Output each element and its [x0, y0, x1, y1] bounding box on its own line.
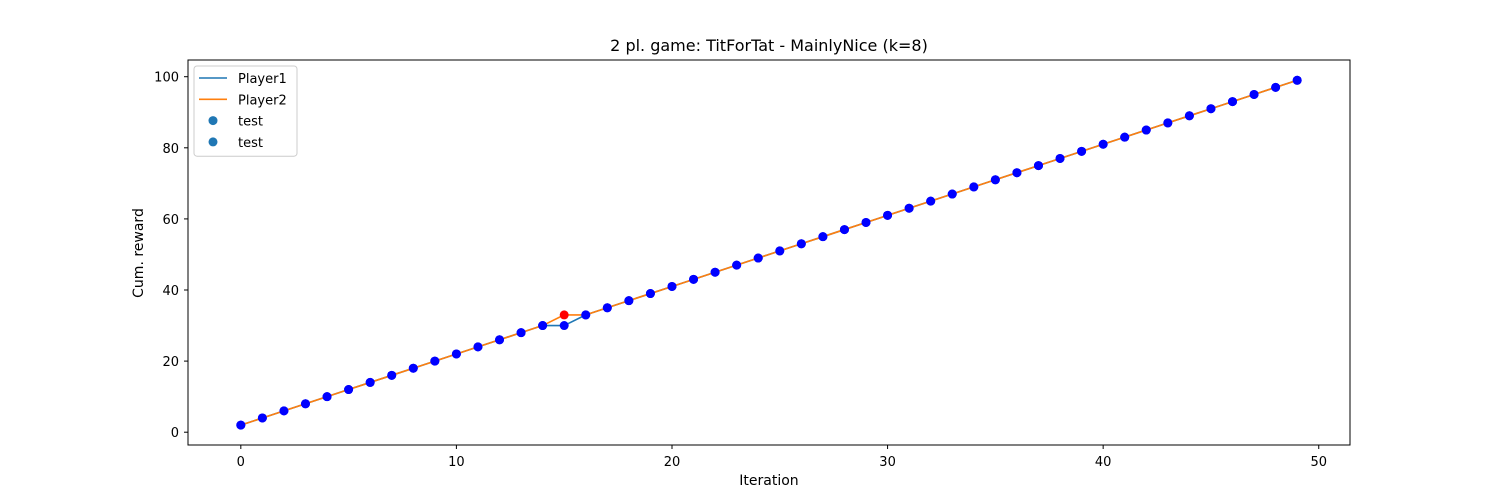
scatter-point-2-4 [322, 392, 332, 402]
scatter-point-2-11 [473, 342, 483, 352]
scatter-point-2-40 [1098, 139, 1108, 149]
scatter-point-2-31 [904, 203, 914, 213]
scatter-point-2-37 [1033, 161, 1043, 171]
legend-box [193, 65, 298, 157]
scatter-point-2-19 [645, 289, 655, 299]
scatter-point-2-6 [365, 377, 375, 387]
scatter-point-2-43 [1163, 118, 1173, 128]
legend-swatch-3 [208, 116, 218, 126]
scatter-point-2-16 [581, 310, 591, 320]
x-tick-label-50: 50 [1310, 455, 1327, 470]
scatter-point-2-0 [236, 420, 246, 430]
scatter-point-2-35 [990, 175, 1000, 185]
scatter-point-2-28 [839, 225, 849, 235]
scatter-point-2-8 [408, 363, 418, 373]
scatter-point-2-23 [732, 260, 742, 270]
scatter-point-2-45 [1206, 104, 1216, 114]
legend: Player1 Player2 test test [193, 65, 298, 157]
scatter-point-2-18 [624, 296, 634, 306]
scatter-point-2-10 [451, 349, 461, 359]
scatter-point-2-24 [753, 253, 763, 263]
scatter-point-2-7 [387, 370, 397, 380]
x-tick-label-0: 0 [237, 455, 245, 470]
scatter-point-2-29 [861, 217, 871, 227]
legend-label-2: Player2 [238, 93, 287, 108]
scatter-point-2-22 [710, 267, 720, 277]
x-tick-label-10: 10 [448, 455, 465, 470]
y-tick-label-20: 20 [162, 355, 179, 370]
legend-label-3: test [238, 115, 263, 130]
scatter-point-2-39 [1077, 146, 1087, 156]
scatter-point-2-46 [1228, 97, 1238, 107]
axes-frame [187, 59, 1351, 446]
scatter-point-2-44 [1184, 111, 1194, 121]
scatter-point-2-17 [602, 303, 612, 313]
scatter-point-2-38 [1055, 153, 1065, 163]
legend-label-4: test [238, 136, 263, 151]
scatter-point-2-2 [279, 406, 289, 416]
scatter-point-2-30 [883, 210, 893, 220]
scatter-point-2-34 [969, 182, 979, 192]
scatter-point-2-15 [559, 310, 569, 320]
scatter-point-2-21 [689, 274, 699, 284]
scatter-point-2-49 [1292, 75, 1302, 85]
scatter-point-2-42 [1141, 125, 1151, 135]
scatter-point-2-3 [300, 399, 310, 409]
chart-title: 2 pl. game: TitForTat - MainlyNice (k=8) [610, 36, 928, 55]
legend-swatch-4 [208, 137, 218, 147]
x-tick-label-20: 20 [664, 455, 681, 470]
plot-area: 0 10 20 30 40 50 0 20 40 60 80 100 [154, 59, 1351, 470]
legend-label-1: Player1 [238, 72, 287, 87]
y-tick-label-0: 0 [171, 426, 179, 441]
scatter-point-2-26 [796, 239, 806, 249]
scatter-point-2-32 [926, 196, 936, 206]
scatter-point-2-1 [257, 413, 267, 423]
scatter-point-2-5 [344, 385, 354, 395]
scatter-point-2-48 [1271, 82, 1281, 92]
scatter-point-2-41 [1120, 132, 1130, 142]
scatter-point-1-15 [559, 321, 569, 331]
x-tick-label-40: 40 [1095, 455, 1112, 470]
x-axis-label: Iteration [739, 473, 798, 489]
y-tick-label-80: 80 [162, 142, 179, 157]
y-tick-label-40: 40 [162, 284, 179, 299]
scatter-point-2-14 [538, 321, 548, 331]
y-tick-label-100: 100 [154, 71, 179, 86]
scatter-point-2-27 [818, 232, 828, 242]
scatter-point-2-47 [1249, 89, 1259, 99]
scatter-point-2-9 [430, 356, 440, 366]
scatter-point-2-33 [947, 189, 957, 199]
scatter-point-2-25 [775, 246, 785, 256]
x-tick-label-30: 30 [879, 455, 896, 470]
y-axis-label: Cum. reward [131, 208, 147, 298]
y-tick-label-60: 60 [162, 213, 179, 228]
scatter-point-2-20 [667, 281, 677, 291]
scatter-point-2-13 [516, 328, 526, 338]
scatter-point-2-12 [495, 335, 505, 345]
scatter-point-2-36 [1012, 168, 1022, 178]
